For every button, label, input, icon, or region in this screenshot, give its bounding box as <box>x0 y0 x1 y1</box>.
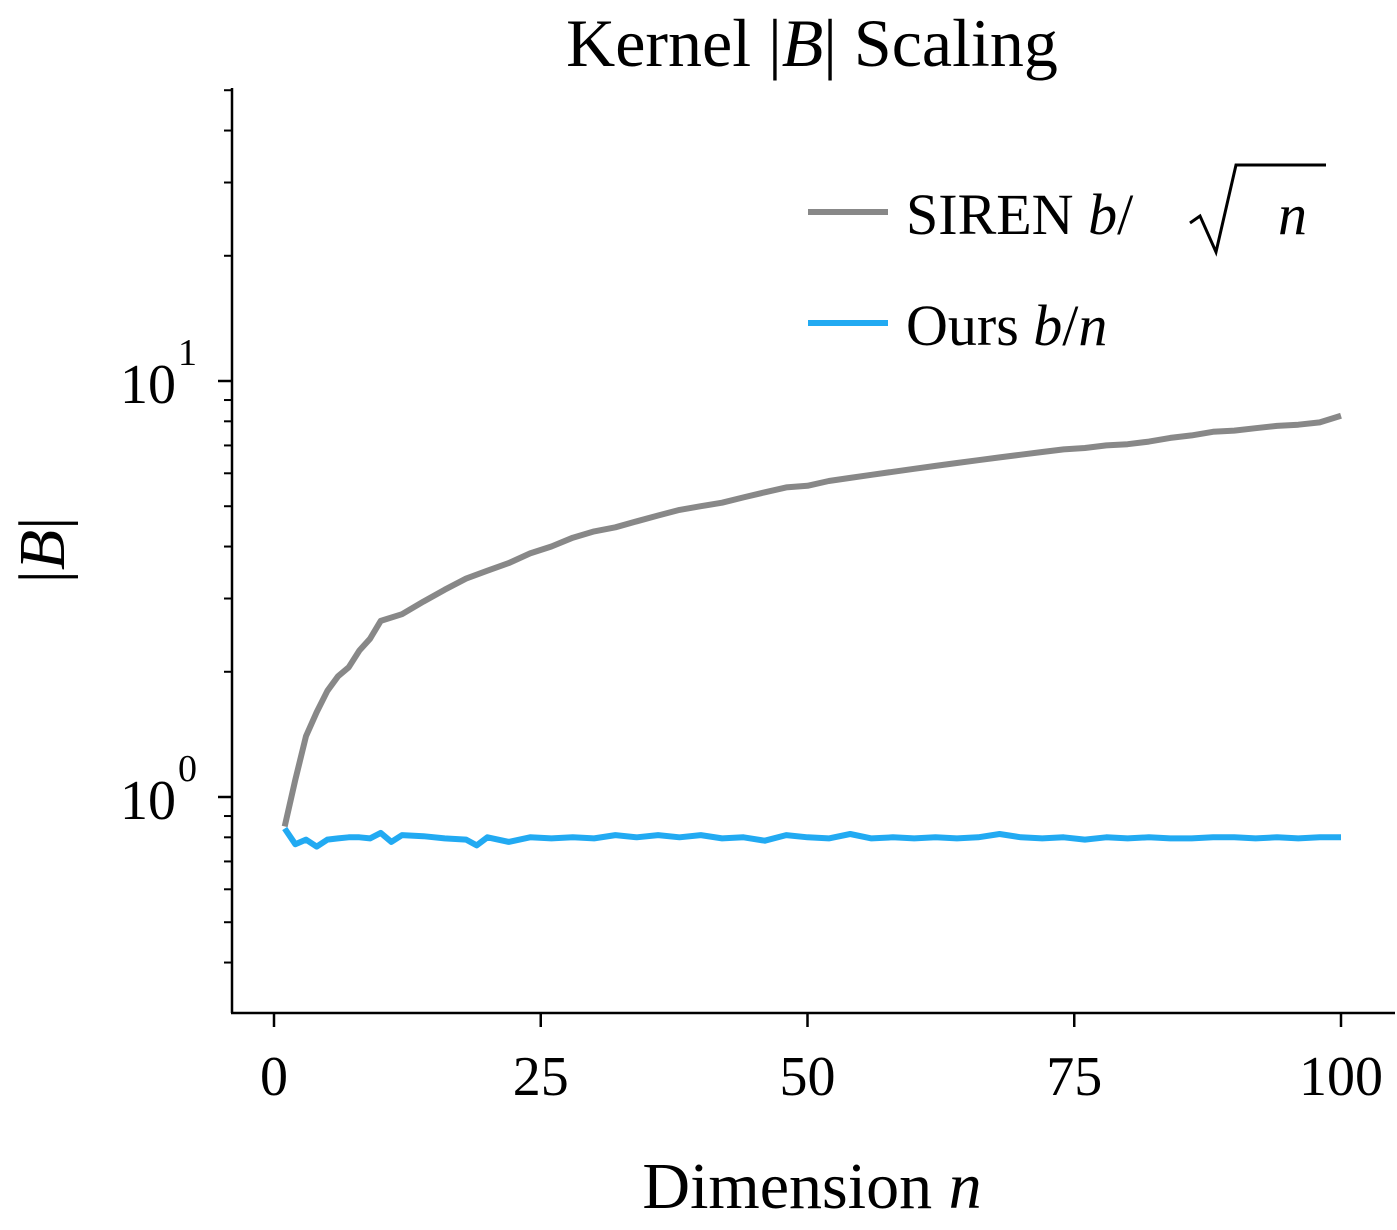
x-tick-label: 75 <box>1046 1046 1102 1108</box>
y-tick-label: 10 <box>120 770 176 832</box>
x-tick-label: 50 <box>780 1046 836 1108</box>
y-axis-label: |B| <box>6 517 79 584</box>
series-lines <box>281 412 1342 850</box>
x-ticks: 0 25 50 75 100 <box>260 1013 1383 1108</box>
y-tick-exponent: 1 <box>178 332 197 374</box>
y-minor-ticks <box>224 89 232 964</box>
x-tick-label: 0 <box>260 1046 288 1108</box>
legend-label-siren-n: n <box>1278 182 1307 247</box>
x-tick-label: 25 <box>513 1046 569 1108</box>
legend: SIREN b/ n Ours b/n <box>808 163 1326 358</box>
y-tick-label: 10 <box>120 354 176 416</box>
legend-sqrt-symbol <box>1189 163 1326 257</box>
x-axis-label: Dimension n <box>642 1150 981 1223</box>
legend-label-siren: SIREN b/ <box>906 182 1134 247</box>
legend-label-ours: Ours b/n <box>906 293 1107 358</box>
y-tick-exponent: 0 <box>178 748 197 790</box>
x-tick-label: 100 <box>1299 1046 1383 1108</box>
chart-title: Kernel |B| Scaling <box>566 5 1058 81</box>
series-line-siren <box>281 412 1342 828</box>
series-line-ours <box>282 826 1341 850</box>
